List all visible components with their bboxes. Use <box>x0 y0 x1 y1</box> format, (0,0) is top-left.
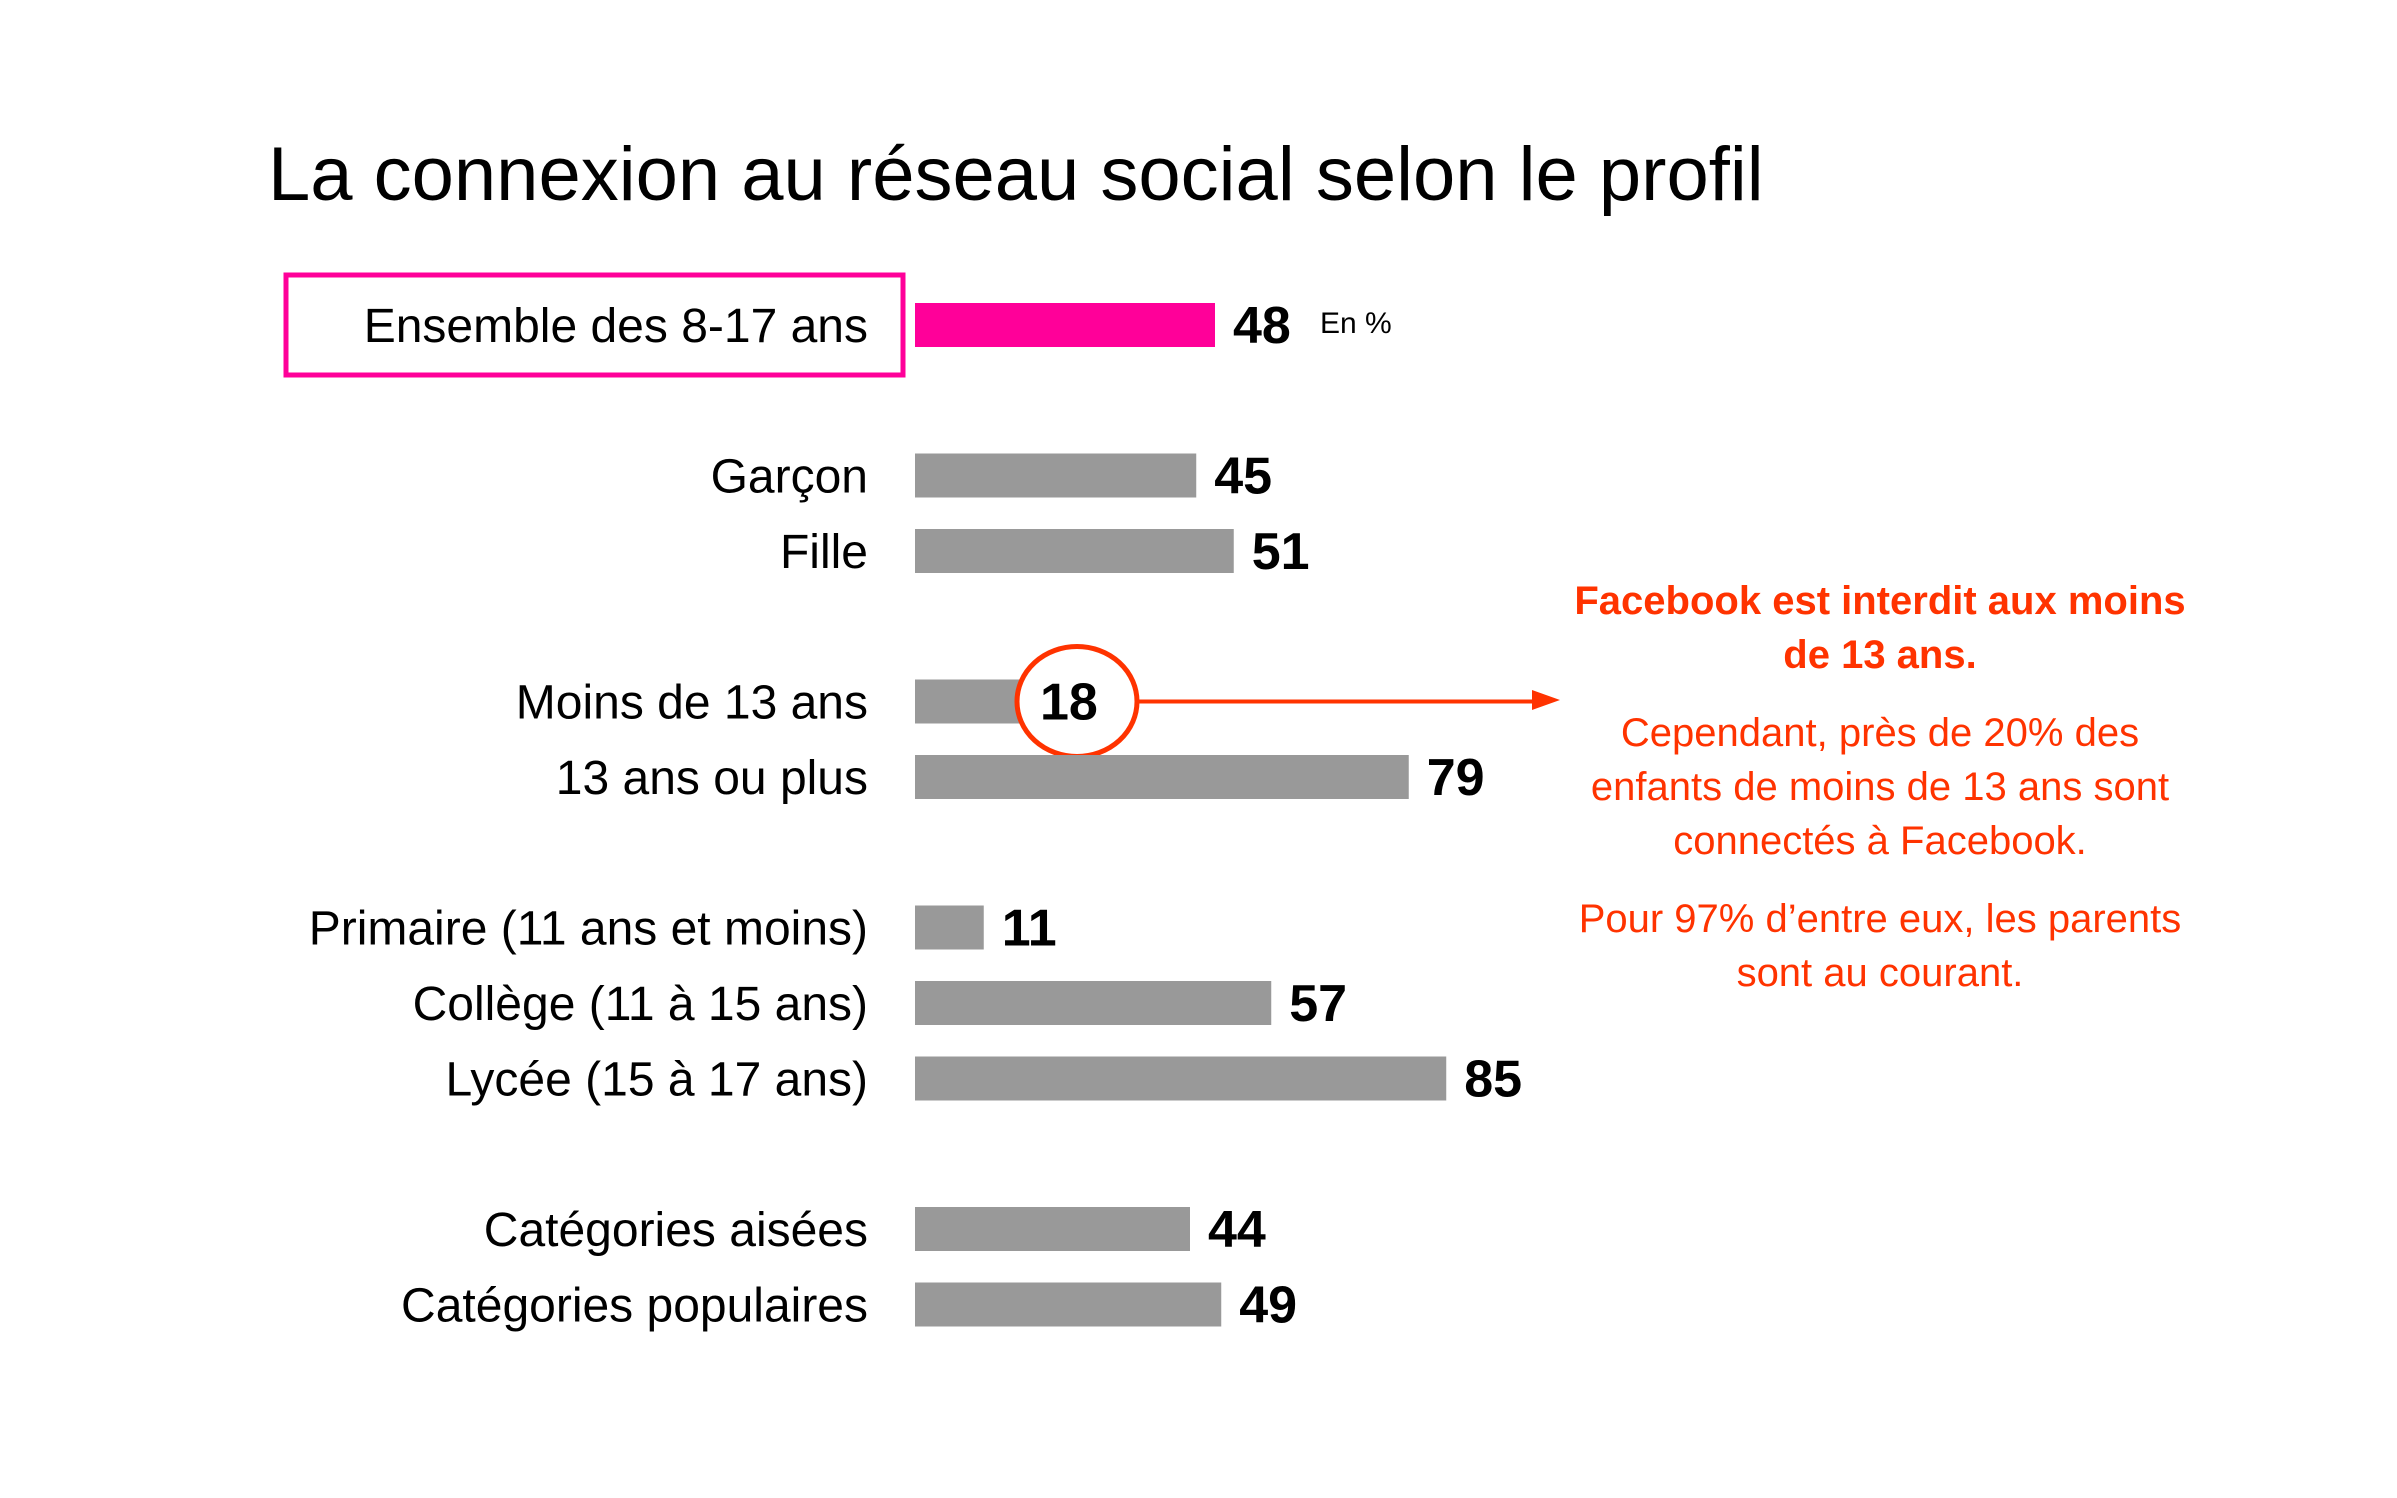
category-label: Collège (11 à 15 ans) <box>413 978 868 1031</box>
category-label: Moins de 13 ans <box>516 677 868 730</box>
value-label: 11 <box>1002 900 1057 958</box>
bar <box>915 453 1197 498</box>
value-label: 45 <box>1214 448 1272 506</box>
category-label: Catégories aisées <box>484 1204 868 1257</box>
bar <box>915 981 1272 1025</box>
bars-layer: Ensemble des 8-17 ans 48 Garçon 45 Fille 51 Mo… <box>283 272 1522 1335</box>
bar <box>915 1056 1447 1101</box>
category-label: Garçon <box>711 451 868 504</box>
annotation-arrowhead <box>1532 690 1560 710</box>
value-label: 18 <box>1040 674 1098 732</box>
value-label: 57 <box>1289 975 1347 1033</box>
value-label: 44 <box>1208 1201 1266 1259</box>
unit-label: En % <box>1320 307 1392 340</box>
highlight-frame <box>283 272 906 378</box>
annotation-heading: Facebook est interdit aux moins de 13 an… <box>1574 579 2186 677</box>
category-label: Primaire (11 ans et moins) <box>309 903 868 956</box>
value-label: 85 <box>1464 1051 1522 1109</box>
bar <box>915 303 1215 347</box>
annotation-box: Facebook est interdit aux moins de 13 an… <box>1560 574 2200 1024</box>
chart-title: La connexion au réseau social selon le p… <box>268 132 1764 217</box>
category-label: Fille <box>780 526 868 579</box>
category-label: Ensemble des 8-17 ans <box>364 300 868 353</box>
value-label: 51 <box>1252 523 1310 581</box>
value-label: 79 <box>1427 749 1485 807</box>
bar <box>915 1207 1190 1251</box>
category-label: Catégories populaires <box>401 1280 868 1333</box>
bar <box>915 755 1409 799</box>
bar <box>915 529 1234 573</box>
category-label: 13 ans ou plus <box>556 752 868 805</box>
value-label: 48 <box>1233 297 1291 355</box>
value-label: 49 <box>1239 1277 1297 1335</box>
bar <box>915 679 1028 724</box>
annotation-paragraph-1: Cependant, près de 20% des enfants de mo… <box>1590 711 2170 863</box>
bar <box>915 905 984 950</box>
category-label: Lycée (15 à 17 ans) <box>446 1054 868 1107</box>
annotation-paragraph-2: Pour 97% d’entre eux, les parents sont a… <box>1578 897 2182 995</box>
bar <box>915 1282 1222 1327</box>
